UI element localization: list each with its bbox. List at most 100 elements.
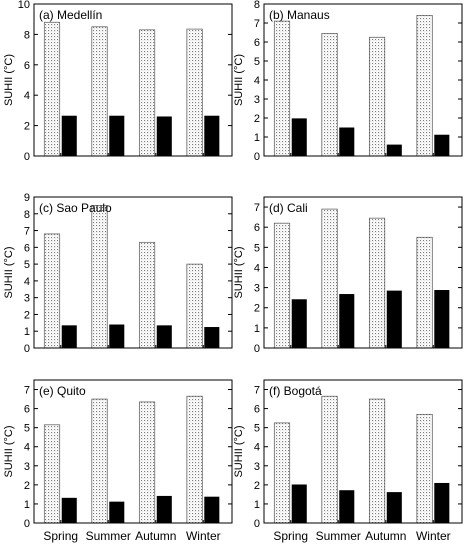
y-tick-label: 10 [18, 0, 30, 11]
bar-solid-winter [434, 290, 450, 348]
y-axis-label: SUHII (°C) [233, 54, 245, 106]
y-tick-label: 2 [254, 480, 260, 492]
plot-frame [33, 3, 233, 157]
y-tick-label: 7 [24, 226, 30, 238]
y-tick-label: 6 [24, 60, 30, 72]
chart-panel-4: 0 1 2 3 4 5 6 7 SUHII (°C) (d) Cali [233, 196, 463, 355]
y-tick-label: 1 [254, 132, 260, 144]
panel-title: (b) Manaus [269, 8, 330, 22]
bar-pattern-summer [321, 395, 338, 524]
y-tick-label: 3 [254, 283, 260, 295]
plot-frame [263, 379, 463, 524]
y-tick-label: 1 [24, 326, 30, 338]
bar-solid-winter [434, 134, 450, 156]
y-tick-label: 5 [24, 423, 30, 435]
bar-solid-summer [339, 490, 355, 523]
bar-pattern-autumn [138, 401, 156, 524]
bar-solid-winter [204, 327, 220, 348]
category-label-summer: Summer [86, 529, 131, 543]
bar-pattern-spring [43, 233, 61, 349]
y-tick-label: 6 [24, 242, 30, 254]
y-tick-label: 8 [24, 209, 30, 221]
panel-title: (a) Medellín [39, 8, 102, 22]
bar-solid-spring [291, 484, 307, 523]
y-tick-label: 3 [24, 461, 30, 473]
y-tick-label: 0 [24, 518, 30, 530]
bar-pattern-autumn [368, 36, 386, 157]
chart-panel-6: 0 1 2 3 4 5 6 7 SUHII (°C) (f) Bogotá Spring Summer… [233, 379, 463, 543]
bar-pattern-winter [416, 236, 433, 349]
y-tick-label: 2 [24, 480, 30, 492]
y-tick-label: 2 [254, 113, 260, 125]
panel-title: (c) Sao Paulo [39, 201, 112, 215]
y-tick-label: 8 [254, 0, 260, 11]
y-tick-label: 0 [24, 151, 30, 163]
bar-pattern-winter [186, 395, 203, 524]
bar-solid-summer [109, 324, 125, 348]
y-tick-label: 3 [24, 293, 30, 305]
panel-title: (d) Cali [269, 201, 308, 215]
y-tick-label: 0 [24, 343, 30, 355]
y-tick-label: 4 [24, 442, 30, 454]
bar-solid-summer [339, 294, 355, 348]
bar-pattern-spring [43, 424, 61, 524]
y-axis-label: SUHII (°C) [233, 246, 245, 298]
panel-title: (e) Quito [39, 384, 86, 398]
bar-pattern-winter [416, 15, 433, 157]
y-tick-label: 7 [254, 385, 260, 397]
y-tick-label: 4 [24, 276, 30, 288]
y-tick-label: 1 [254, 499, 260, 511]
bar-solid-summer [339, 127, 355, 156]
bar-solid-autumn [386, 290, 402, 348]
bar-pattern-autumn [368, 398, 386, 524]
chart-panel-1: 0 2 4 6 8 10 SUHII (°C) (a) Medellín [3, 0, 233, 163]
plot-frame [33, 196, 233, 349]
y-tick-label: 1 [254, 323, 260, 335]
category-label-spring: Spring [273, 529, 308, 543]
bar-solid-autumn [386, 144, 402, 156]
y-tick-label: 0 [254, 151, 260, 163]
category-label-winter: Winter [416, 529, 451, 543]
y-tick-label: 8 [24, 29, 30, 41]
plot-frame [33, 379, 233, 524]
y-tick-label: 2 [254, 303, 260, 315]
category-label-autumn: Autumn [135, 529, 176, 543]
bar-pattern-summer [91, 26, 108, 157]
bar-pattern-winter [186, 28, 203, 157]
chart-panel-2: 0 1 2 3 4 5 6 7 8 SUHII (°C) (b) Manaus [233, 0, 463, 163]
y-axis-label: SUHII (°C) [3, 54, 15, 106]
y-tick-label: 7 [24, 385, 30, 397]
bar-pattern-winter [186, 263, 203, 349]
panel-title: (f) Bogotá [269, 384, 322, 398]
bar-pattern-spring [273, 422, 291, 524]
bar-solid-autumn [156, 116, 172, 156]
bar-solid-autumn [156, 495, 172, 523]
y-tick-label: 0 [254, 343, 260, 355]
bar-pattern-autumn [368, 217, 386, 349]
bar-solid-autumn [156, 325, 172, 348]
bar-solid-winter [204, 115, 220, 156]
y-tick-label: 4 [254, 75, 260, 87]
y-tick-label: 7 [254, 18, 260, 30]
y-axis-label: SUHII (°C) [3, 246, 15, 298]
y-tick-label: 5 [254, 423, 260, 435]
bar-solid-spring [291, 299, 307, 348]
bar-solid-summer [109, 501, 125, 523]
y-tick-label: 7 [254, 202, 260, 214]
bar-solid-spring [291, 118, 307, 156]
bar-pattern-winter [416, 413, 433, 524]
bar-solid-spring [61, 497, 77, 523]
bar-pattern-spring [273, 20, 291, 157]
y-tick-label: 6 [254, 404, 260, 416]
bar-pattern-summer [321, 33, 338, 157]
y-axis-label: SUHII (°C) [3, 425, 15, 477]
y-tick-label: 4 [254, 262, 260, 274]
bar-pattern-spring [43, 21, 61, 157]
bar-solid-winter [434, 482, 450, 523]
category-label-autumn: Autumn [365, 529, 406, 543]
y-tick-label: 6 [254, 222, 260, 234]
category-label-winter: Winter [186, 529, 221, 543]
y-tick-label: 0 [254, 518, 260, 530]
category-label-summer: Summer [316, 529, 361, 543]
